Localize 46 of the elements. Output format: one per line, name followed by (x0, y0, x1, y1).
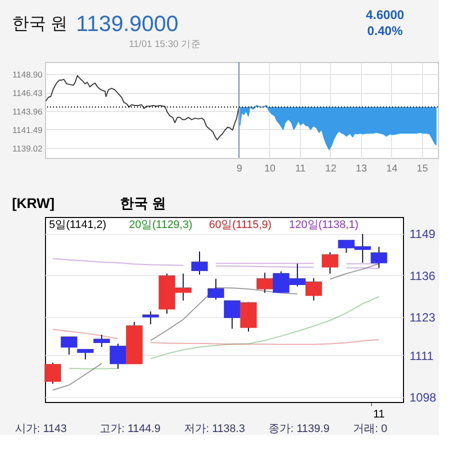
y-tick-label: 1143.96 (12, 106, 43, 117)
candlestick (44, 362, 61, 384)
candlestick (322, 252, 338, 274)
candlestick (370, 246, 388, 268)
x-tick-label: 11 (373, 408, 385, 420)
candlestick (142, 310, 159, 325)
y-tick-label: 1139.02 (12, 143, 43, 154)
chart-title: 한국 원 (120, 195, 166, 211)
candlestick (93, 334, 110, 348)
text: 4.6000 (366, 8, 404, 22)
text: 60일(1115,9) (209, 219, 272, 231)
y-tick-label: 1141.49 (12, 124, 43, 135)
candlestick (224, 300, 240, 330)
candlestick (305, 278, 322, 302)
text: 종가: 1139.9 (268, 423, 330, 435)
x-tick-label: 12 (325, 164, 337, 174)
x-tick-label: 11 (295, 164, 306, 174)
text: 거래: 0 (353, 423, 388, 435)
text: 1139.9000 (76, 11, 178, 36)
candlestick (256, 272, 274, 294)
y-tick-label: 1111 (410, 348, 434, 363)
candlestick (191, 251, 208, 276)
text: 저가: 1138.3 (184, 423, 245, 435)
candlestick (208, 278, 224, 300)
text: 20일(1129,3) (129, 219, 192, 231)
text: 고가: 1144.9 (100, 423, 160, 435)
line-series (45, 75, 240, 140)
text: 5일(1141,2) (49, 219, 106, 231)
x-tick-label: 10 (264, 164, 276, 174)
y-tick-label: 1136 (410, 268, 436, 283)
text: 120일(1138,1) (289, 219, 359, 231)
chart-title: 한국 원 (12, 14, 68, 33)
text: [KRW] (12, 195, 55, 211)
y-tick-label: 1148.90 (12, 70, 43, 80)
text: 시가: 1143 (15, 423, 67, 435)
x-tick-label: 13 (356, 164, 368, 174)
x-tick-label: 9 (236, 164, 243, 174)
y-tick-label: 1149 (410, 227, 436, 242)
chart-subtitle: 11/01 15:30 기준 (128, 39, 202, 50)
candlestick (110, 343, 126, 370)
x-tick-label: 14 (386, 164, 398, 174)
x-tick-label: 15 (416, 164, 428, 174)
y-tick-label: 1146.43 (12, 88, 43, 98)
y-tick-label: 1123 (410, 310, 436, 324)
y-tick-label: 1098 (410, 390, 437, 404)
text: 0.40% (367, 24, 403, 38)
